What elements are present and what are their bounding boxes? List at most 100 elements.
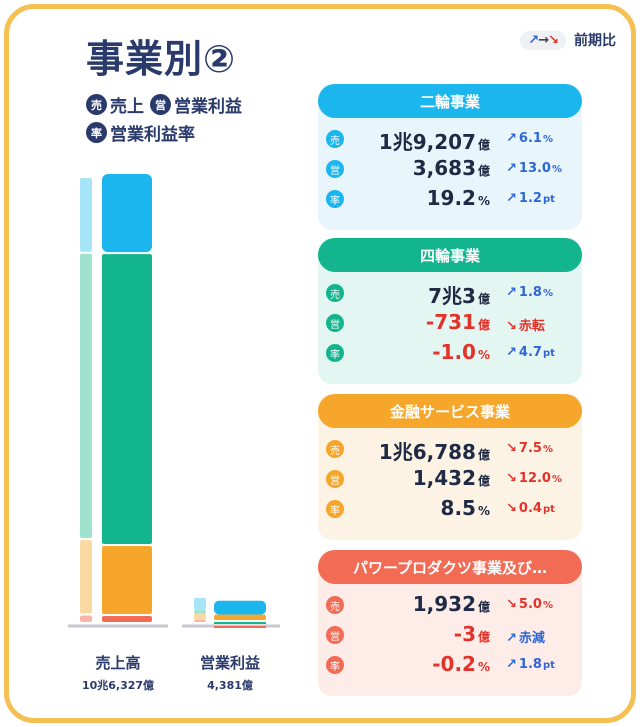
metric-value: 1,932 億 xyxy=(412,592,490,616)
trend-arrows-icon: ↗→↘ xyxy=(520,30,566,50)
metric-row-sales: 売 7兆3 億 ↗ 1.8% xyxy=(318,278,582,308)
metric-row-op: 営 1,432 億 ↘ 12.0% xyxy=(318,464,582,494)
metric-change: ↗ 1.8pt xyxy=(506,657,555,672)
metric-row-rate: 率 -1.0% ↗ 4.7pt xyxy=(318,338,582,368)
metric-value: -731 億 xyxy=(425,310,490,334)
metric-value: -1.0% xyxy=(432,340,490,364)
segment-card-title: 四輪事業 xyxy=(318,238,582,272)
metric-row-sales: 売 1,932 億 ↘ 5.0% xyxy=(318,590,582,620)
metric-change: ↘ 赤転 xyxy=(506,319,545,334)
sales-badge-icon: 売 xyxy=(326,440,344,458)
legend-sales-label: 売上 xyxy=(110,97,144,117)
metric-value: 1兆9,207 億 xyxy=(378,130,490,154)
trend-down-icon: ↘ xyxy=(506,319,517,334)
prior-bar-op-3 xyxy=(194,619,206,622)
legend-margin-label: 営業利益率 xyxy=(110,125,195,145)
metric-value: 7兆3 億 xyxy=(428,284,490,308)
metric-change: ↗ 4.7pt xyxy=(506,345,555,360)
sales-badge-icon: 売 xyxy=(326,130,344,148)
legend-operating-label: 営業利益 xyxy=(174,97,242,117)
sales-badge-icon: 売 xyxy=(326,284,344,302)
segment-card-1: 四輪事業売 7兆3 億 ↗ 1.8% 営 -731 億 ↘ 赤転率 -1.0% ↗ 4.7pt xyxy=(318,238,582,384)
rate-badge-icon: 率 xyxy=(326,190,344,208)
metric-value: 3,683 億 xyxy=(412,156,490,180)
bar-op-0 xyxy=(214,600,266,615)
x-category-sales-label: 売上高 xyxy=(95,654,141,672)
metric-change: ↘ 7.5% xyxy=(506,441,553,456)
metric-value: -0.2% xyxy=(432,652,490,676)
trend-down-icon: ↘ xyxy=(506,471,517,486)
metric-row-sales: 売 1兆6,788 億 ↘ 7.5% xyxy=(318,434,582,464)
bar-sales-2 xyxy=(102,545,152,614)
rate-badge-icon: 率 xyxy=(326,500,344,518)
metric-row-rate: 率 19.2% ↗ 1.2pt xyxy=(318,184,582,214)
rate-badge-icon: 率 xyxy=(86,122,107,143)
sales-badge-icon: 売 xyxy=(326,596,344,614)
prior-bar-sales-2 xyxy=(80,540,92,614)
op-badge-icon: 営 xyxy=(326,626,344,644)
legend-margin: 率 営業利益率 xyxy=(86,120,195,145)
bar-sales-1 xyxy=(102,254,152,544)
page-title: 事業別② xyxy=(86,37,237,81)
trend-up-icon: ↗ xyxy=(506,657,517,672)
prior-bar-op-2 xyxy=(194,613,206,620)
metric-row-sales: 売 1兆9,207 億 ↗ 6.1% xyxy=(318,124,582,154)
trend-up-icon: ↗ xyxy=(506,285,517,300)
metric-value: 1,432 億 xyxy=(412,466,490,490)
rate-badge-icon: 率 xyxy=(326,656,344,674)
op-badge-icon: 営 xyxy=(326,314,344,332)
segment-card-0: 二輪事業売 1兆9,207 億 ↗ 6.1% 営 3,683 億 ↗ 13.0% 率 19.2% ↗ 1.… xyxy=(318,84,582,230)
legend-row-2: 率 営業利益率 xyxy=(86,120,201,145)
metric-change: ↘ 0.4pt xyxy=(506,501,555,516)
x-category-sales: 売上高 10兆6,327億 xyxy=(68,652,168,693)
prior-bar-op-0 xyxy=(194,597,206,611)
prior-bar-sales-1 xyxy=(80,253,92,539)
x-category-op: 営業利益 4,381億 xyxy=(180,652,280,693)
metric-change: ↗ 1.8% xyxy=(506,285,553,300)
segment-card-title: 二輪事業 xyxy=(318,84,582,118)
op-badge-icon: 営 xyxy=(326,470,344,488)
trend-down-icon: ↘ xyxy=(506,501,517,516)
bar-op-2 xyxy=(214,614,266,620)
segment-card-title: 金融サービス事業 xyxy=(318,394,582,428)
x-category-op-label: 営業利益 xyxy=(199,654,260,672)
metric-row-rate: 率 8.5% ↘ 0.4pt xyxy=(318,494,582,524)
x-category-sales-total: 10兆6,327億 xyxy=(81,679,155,692)
bar-op-negative-3 xyxy=(214,626,266,628)
segment-card-3: パワープロダクツ事業及び… 売 1,932 億 ↘ 5.0% 営 -3 億 ↗ 赤減率 -0.2% ↗ 1… xyxy=(318,550,582,696)
metric-row-rate: 率 -0.2% ↗ 1.8pt xyxy=(318,650,582,680)
trend-up-icon: ↗ xyxy=(506,631,517,646)
segment-card-2: 金融サービス事業売 1兆6,788 億 ↘ 7.5% 営 1,432 億 ↘ 12.0% 率 8.5%… xyxy=(318,394,582,540)
legend-row-1: 売 売上 営 営業利益 xyxy=(86,92,248,117)
trend-down-icon: ↘ xyxy=(506,597,517,612)
yoy-legend: ↗→↘ 前期比 xyxy=(520,30,616,50)
metric-change: ↗ 6.1% xyxy=(506,131,553,146)
x-category-op-total: 4,381億 xyxy=(207,679,253,692)
prior-bar-op-1 xyxy=(194,610,206,614)
bar-sales-0 xyxy=(102,174,152,253)
metric-change: ↗ 赤減 xyxy=(506,631,545,646)
trend-up-icon: ↗ xyxy=(506,161,517,176)
operating-badge-icon: 営 xyxy=(150,94,171,115)
prior-bar-sales-3 xyxy=(80,615,92,622)
trend-up-icon: ↗ xyxy=(506,345,517,360)
legend-sales: 売 売上 xyxy=(86,92,144,117)
metric-change: ↗ 1.2pt xyxy=(506,191,555,206)
op-badge-icon: 営 xyxy=(326,160,344,178)
trend-down-icon: ↘ xyxy=(506,441,517,456)
metric-row-op: 営 3,683 億 ↗ 13.0% xyxy=(318,154,582,184)
prior-bar-sales-0 xyxy=(80,178,92,252)
legend-operating-profit: 営 営業利益 xyxy=(150,92,242,117)
yoy-label: 前期比 xyxy=(574,33,616,49)
metric-value: -3 億 xyxy=(453,622,490,646)
metric-row-op: 営 -3 億 ↗ 赤減 xyxy=(318,620,582,650)
metric-change: ↗ 13.0% xyxy=(506,161,563,176)
rate-badge-icon: 率 xyxy=(326,344,344,362)
trend-up-icon: ↗ xyxy=(506,191,517,206)
segment-card-title: パワープロダクツ事業及び… xyxy=(318,550,582,584)
metric-change: ↘ 12.0% xyxy=(506,471,563,486)
bar-op-negative-1 xyxy=(214,622,266,624)
metric-row-op: 営 -731 億 ↘ 赤転 xyxy=(318,308,582,338)
trend-up-icon: ↗ xyxy=(506,131,517,146)
